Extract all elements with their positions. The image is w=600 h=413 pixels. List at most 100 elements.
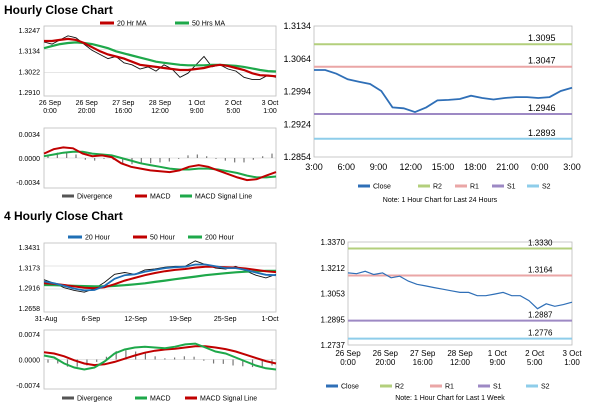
y-tick-label: 1.2924 (283, 119, 311, 129)
x-tick-label: 1-Oct (261, 316, 278, 323)
legend-200-hour-label: 200 Hour (205, 235, 234, 242)
x-tick-label: 31-Aug (35, 316, 58, 323)
y-tick-label: 1.3212 (321, 264, 346, 273)
y-tick-label: 1.2895 (321, 315, 346, 324)
x-tick-label: 12-Sep (124, 316, 147, 323)
chart-note: Note: 1 Hour Chart for Last 1 Week (395, 395, 505, 402)
legend-20hr-ma-label: 20 Hr MA (117, 21, 147, 28)
x-tick-label: 12:00 (399, 162, 422, 172)
level-label-r2: 1.3330 (528, 239, 553, 248)
series-macd (43, 146, 277, 182)
y-tick-label: 1.3022 (19, 69, 41, 76)
x-tick-label: 21:00 (496, 162, 519, 172)
y-tick-label: -0.0034 (16, 180, 40, 187)
four-hourly-chart-title: 4 Hourly Close Chart (4, 209, 123, 223)
y-tick-label: 1.2854 (283, 152, 311, 162)
y-tick-label: 1.3173 (19, 265, 41, 272)
x-tick-label: 26 Sep (39, 100, 61, 107)
x-tick-label: 5:00 (527, 358, 543, 367)
x-tick-label: 19-Sep (169, 316, 192, 323)
x-tick-label: 0:00 (43, 108, 57, 115)
y-tick-label: 0.0074 (19, 332, 41, 339)
series-close (314, 69, 573, 114)
legend-50hrs-ma-label: 50 Hrs MA (192, 21, 225, 28)
legend-20-hour-label: 20 Hour (85, 235, 111, 242)
legend-macd-signal-label: MACD Signal Line (195, 194, 252, 201)
legend-macd-label: MACD (150, 396, 171, 403)
hourly-chart-title: Hourly Close Chart (4, 3, 113, 17)
x-tick-label: 3:00 (305, 162, 323, 172)
four-hourly-price-frame (43, 242, 277, 313)
level-label-r2: 1.3095 (528, 33, 556, 43)
y-tick-label: 1.2910 (19, 90, 41, 97)
x-tick-label: 20:00 (78, 108, 96, 115)
x-tick-label: 16:00 (115, 108, 133, 115)
x-tick-label: 0:00 (531, 162, 549, 172)
x-tick-label: 3:00 (563, 162, 581, 172)
level-label-r1: 1.3164 (528, 266, 553, 275)
x-tick-label: 25-Sep (214, 316, 237, 323)
y-tick-label: 1.3064 (283, 54, 311, 64)
x-tick-label: 1 Oct (188, 100, 205, 107)
x-tick-label: 28 Sep (149, 100, 171, 107)
legend-s2-label: S2 (541, 384, 550, 391)
legend-r1-label: R1 (445, 384, 454, 391)
x-tick-label: 26 Sep (76, 100, 98, 107)
legend-macd-signal-label: MACD Signal Line (200, 396, 257, 403)
y-tick-label: 0.0000 (19, 156, 41, 163)
y-tick-label: 1.3247 (19, 28, 41, 35)
y-tick-label: -0.0074 (16, 383, 40, 390)
x-tick-label: 20:00 (375, 358, 396, 367)
x-tick-label: 1:00 (564, 358, 580, 367)
x-tick-label: 6:00 (337, 162, 355, 172)
level-label-r1: 1.3047 (528, 56, 556, 66)
legend-s1-label: S1 (507, 184, 516, 191)
series-200-hour (43, 269, 277, 288)
y-tick-label: 1.3053 (321, 290, 346, 299)
x-tick-label: 1 Oct (488, 349, 508, 358)
series-20hr-ma (44, 37, 277, 78)
x-tick-label: 26 Sep (335, 349, 361, 358)
y-tick-label: 1.2737 (321, 341, 346, 350)
x-tick-label: 2 Oct (225, 100, 242, 107)
x-tick-label: 9:00 (370, 162, 388, 172)
level-label-s2: 1.2893 (528, 128, 556, 138)
legend-50-hour-label: 50 Hour (150, 235, 176, 242)
legend-s1-label: S1 (493, 384, 502, 391)
four_hourly_close_levels-frame (347, 241, 573, 346)
legend-r2-label: R2 (433, 184, 442, 191)
x-tick-label: 18:00 (464, 162, 487, 172)
x-tick-label: 26 Sep (373, 349, 399, 358)
series-close (347, 270, 573, 310)
legend-s2-label: S2 (542, 184, 551, 191)
x-tick-label: 12:00 (450, 358, 471, 367)
y-tick-label: 1.3431 (19, 245, 41, 252)
series-macd-signal (43, 345, 277, 367)
x-tick-label: 2 Oct (525, 349, 545, 358)
level-label-s2: 1.2776 (528, 329, 553, 338)
y-tick-label: 1.2916 (19, 286, 41, 293)
y-tick-label: 1.3134 (19, 49, 41, 56)
x-tick-label: 5:00 (227, 108, 241, 115)
x-tick-label: 3 Oct (262, 100, 279, 107)
x-tick-label: 6-Sep (81, 316, 100, 323)
legend-close-label: Close (341, 384, 359, 391)
x-tick-label: 0:00 (340, 358, 356, 367)
x-tick-label: 3 Oct (562, 349, 582, 358)
legend-r2-label: R2 (395, 384, 404, 391)
series-macd (43, 342, 277, 371)
chart-note: Note: 1 Hour Chart for Last 24 Hours (383, 197, 498, 204)
x-tick-label: 12:00 (151, 108, 169, 115)
x-tick-label: 27 Sep (112, 100, 134, 107)
x-tick-label: 9:00 (490, 358, 506, 367)
y-tick-label: 1.3134 (283, 21, 311, 31)
legend-close-label: Close (373, 184, 391, 191)
x-tick-label: 1:00 (263, 108, 277, 115)
hourly_close_levels-frame (313, 25, 573, 158)
series-20-hour (43, 263, 277, 292)
y-tick-label: 0.0000 (19, 358, 41, 365)
x-tick-label: 15:00 (432, 162, 455, 172)
hourly-price-frame (43, 25, 277, 97)
level-label-s1: 1.2887 (528, 311, 553, 320)
